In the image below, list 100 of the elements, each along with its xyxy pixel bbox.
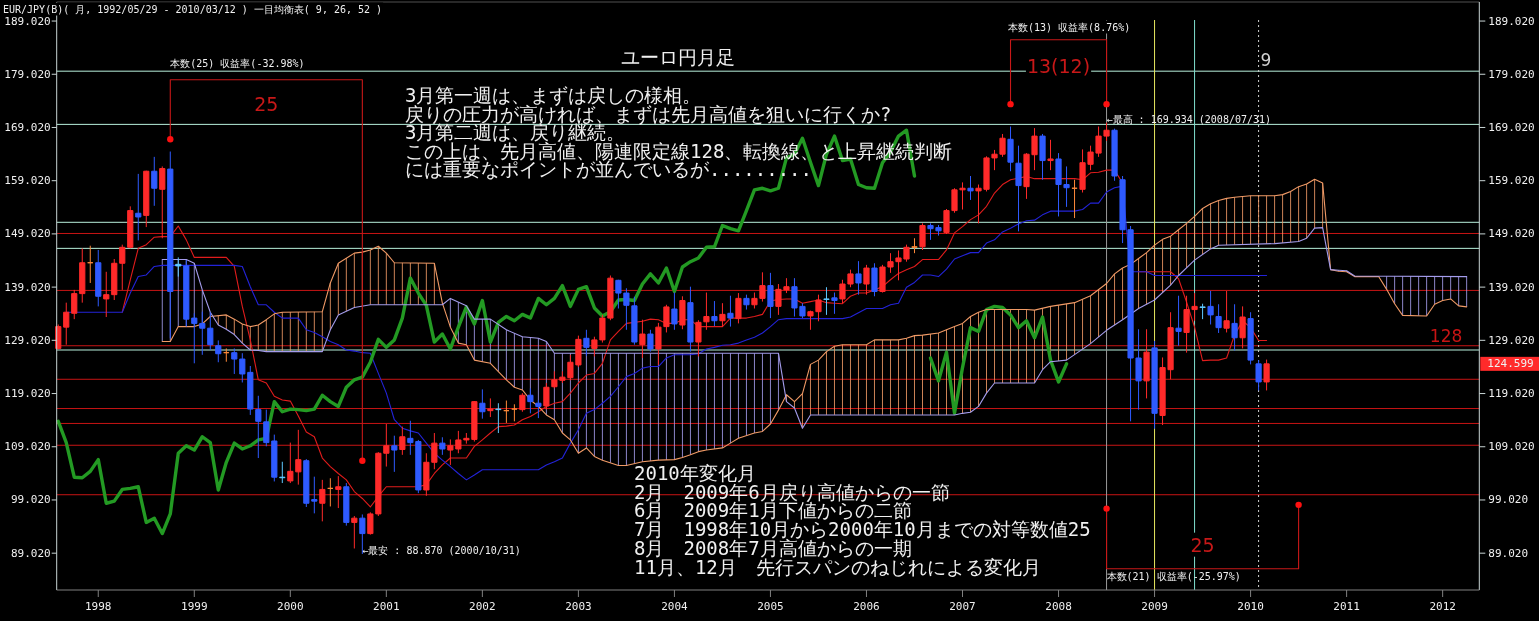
candlestick xyxy=(343,482,350,527)
ref-line-label: 128 xyxy=(1429,325,1463,346)
y-tick-label: 149.020 xyxy=(4,227,51,241)
annotation: 本数(25) 収益率(-32.98%) xyxy=(170,58,305,70)
candlestick xyxy=(1239,305,1246,349)
text: 124.599 xyxy=(1487,357,1534,371)
x-tick-label: 1999 xyxy=(181,599,208,613)
x-tick-label: 2003 xyxy=(565,599,592,613)
x-tick-label: 2004 xyxy=(661,599,689,613)
series-label: 25 xyxy=(1190,533,1215,556)
y2-tick-label: 169.020 xyxy=(1488,120,1535,134)
candlestick xyxy=(687,286,694,353)
y2-tick-label: 149.020 xyxy=(1488,227,1535,241)
candlestick xyxy=(151,156,158,207)
x-tick-label: 2012 xyxy=(1429,599,1456,613)
candlestick xyxy=(1111,128,1118,182)
y-tick-label: 139.020 xyxy=(4,280,51,294)
candlestick xyxy=(1207,290,1214,325)
candlestick xyxy=(679,295,686,330)
y-tick-label: 189.020 xyxy=(4,14,51,28)
candlestick xyxy=(863,264,870,296)
candlestick xyxy=(535,399,542,419)
candlestick xyxy=(711,300,718,327)
annotation: ←最安 : 88.870 (2000/10/31) xyxy=(362,545,521,557)
candlestick xyxy=(143,170,150,228)
annotation: 本数(13) 収益率(8.76%) xyxy=(1008,21,1131,33)
candlestick xyxy=(1143,328,1150,399)
point xyxy=(1295,501,1302,509)
candlestick xyxy=(543,382,550,411)
point xyxy=(1007,100,1014,108)
candlestick xyxy=(511,403,518,422)
x-tick-label: 2000 xyxy=(277,599,304,613)
candlestick xyxy=(695,319,702,357)
y-tick-label: 169.020 xyxy=(4,120,51,134)
chart-subtitle: EUR/JPY(B)( 月, 1992/05/29 - 2010/03/12 ) 一目均衡表( 9, 26, 52 ) xyxy=(3,3,383,15)
candlestick xyxy=(175,256,182,278)
candlestick xyxy=(487,397,494,418)
candlestick xyxy=(95,249,102,307)
candlestick xyxy=(911,237,918,254)
text: ユーロ円月足 xyxy=(621,46,735,68)
candlestick xyxy=(1071,179,1078,219)
y-tick-label: 109.020 xyxy=(4,440,51,454)
candlestick xyxy=(319,479,326,522)
x-tick-label: 2010 xyxy=(1237,599,1264,613)
candlestick xyxy=(215,339,222,363)
y-tick-label: 129.020 xyxy=(4,333,51,347)
candlestick xyxy=(391,435,398,473)
y2-tick-label: 179.020 xyxy=(1488,67,1535,81)
y-tick-label: 119.020 xyxy=(4,387,51,401)
point xyxy=(1103,100,1110,108)
x-tick-label: 2006 xyxy=(853,599,880,613)
x-tick-label: 2002 xyxy=(469,599,496,613)
candlestick xyxy=(1255,359,1262,391)
x-tick-label: 2009 xyxy=(1141,599,1168,613)
y2-tick-label: 139.020 xyxy=(1488,280,1535,294)
x-tick-label: 2001 xyxy=(373,599,400,613)
candlestick xyxy=(135,173,142,241)
candlestick xyxy=(351,515,358,549)
x-tick-label: 2007 xyxy=(949,599,976,613)
candlestick xyxy=(1151,340,1158,430)
candlestick xyxy=(1231,303,1238,352)
candlestick xyxy=(1247,311,1254,365)
y2-tick-label: 159.020 xyxy=(1488,174,1535,188)
candlestick xyxy=(167,151,174,339)
x-tick-label: 1998 xyxy=(85,599,112,613)
candlestick xyxy=(159,165,166,239)
candlestick xyxy=(327,477,334,507)
candlestick xyxy=(823,286,830,316)
y-tick-label: 89.020 xyxy=(10,546,51,560)
candlestick xyxy=(1215,303,1222,334)
candlestick xyxy=(503,400,510,424)
candlestick xyxy=(871,262,878,297)
candlestick xyxy=(767,272,774,319)
candlestick xyxy=(1015,145,1022,232)
candlestick xyxy=(1263,359,1270,391)
candlestick xyxy=(831,292,838,315)
y-tick-label: 99.020 xyxy=(10,493,51,507)
x-tick-label: 2005 xyxy=(757,599,784,613)
candlestick xyxy=(1047,139,1054,171)
candlestick xyxy=(279,461,286,484)
y2-tick-label: 119.020 xyxy=(1488,387,1535,401)
point xyxy=(359,457,366,464)
candlestick xyxy=(735,292,742,324)
candlestick xyxy=(519,392,526,413)
y-tick-label: 179.020 xyxy=(4,67,51,81)
candlestick xyxy=(727,295,734,328)
candlestick xyxy=(223,347,230,363)
candlestick xyxy=(399,426,406,456)
point xyxy=(1103,505,1110,512)
candlestick xyxy=(527,387,534,414)
candlestick xyxy=(1175,295,1182,347)
y2-tick-label: 89.020 xyxy=(1488,546,1529,560)
candlestick xyxy=(967,175,974,201)
point xyxy=(167,136,174,143)
x-tick-label: 2008 xyxy=(1045,599,1072,613)
candlestick xyxy=(647,329,654,353)
candlestick xyxy=(703,292,710,331)
candlestick xyxy=(495,402,502,434)
y2-tick-label: 129.020 xyxy=(1488,333,1535,347)
y2-tick-label: 99.020 xyxy=(1488,493,1529,507)
